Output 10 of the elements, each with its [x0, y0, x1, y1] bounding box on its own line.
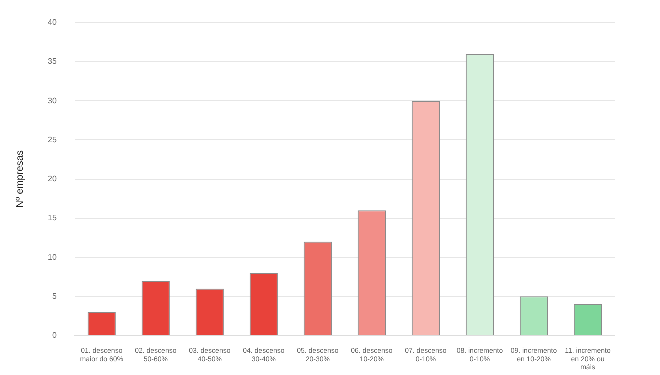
y-tick-label: 5: [52, 292, 58, 301]
y-tick-label: 10: [48, 252, 58, 262]
y-axis-title: Nº empresas: [14, 150, 26, 208]
y-tick-label: 20: [48, 174, 58, 184]
y-tick-label: 15: [48, 214, 58, 223]
y-tick-label: 40: [48, 18, 58, 28]
y-tick-label: 25: [48, 135, 58, 144]
y-tick-label: 35: [48, 57, 58, 66]
y-tick-label: 30: [48, 96, 58, 106]
y-tick-label: 0: [52, 331, 58, 340]
